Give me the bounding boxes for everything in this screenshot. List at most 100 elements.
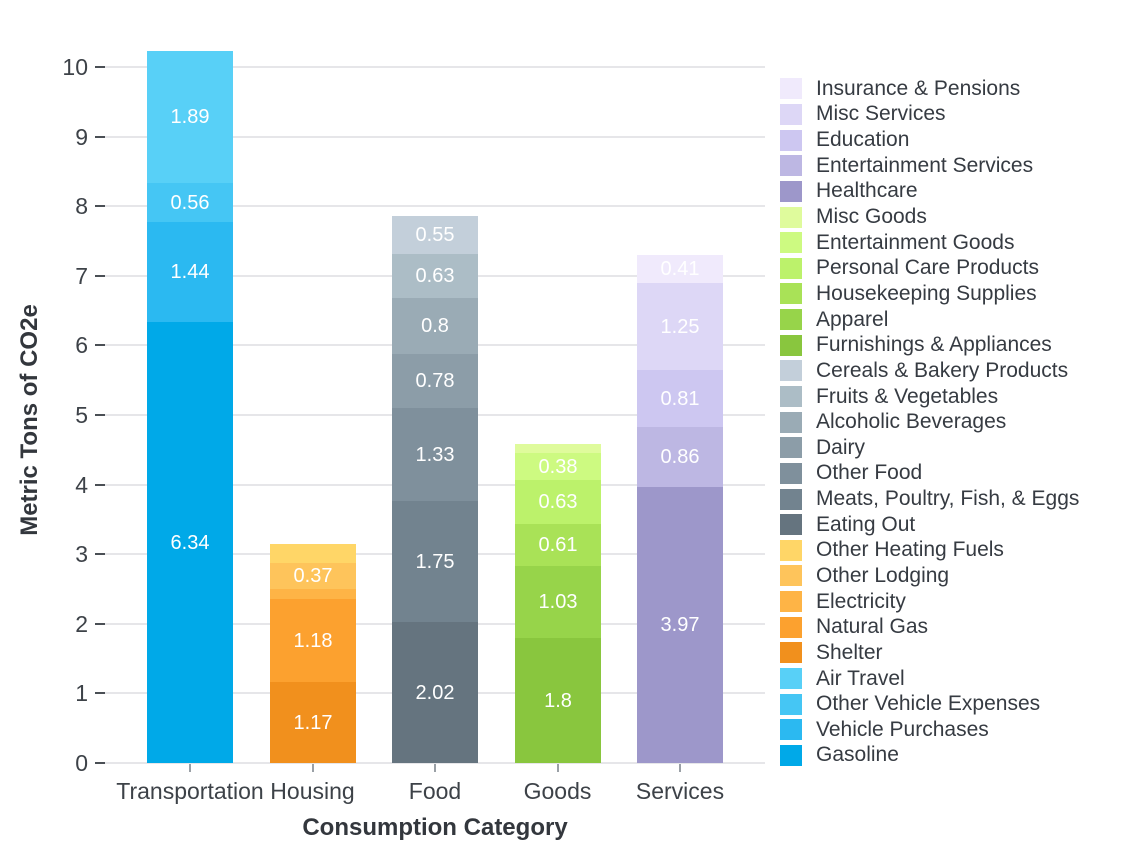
legend-label: Gasoline bbox=[816, 743, 899, 767]
legend-item[interactable]: Meats, Poultry, Fish, & Eggs bbox=[780, 486, 1079, 512]
legend-item[interactable]: Entertainment Services bbox=[780, 153, 1079, 179]
bar-value-label: 1.25 bbox=[660, 315, 700, 338]
legend-label: Cereals & Bakery Products bbox=[816, 358, 1069, 382]
legend-label: Other Lodging bbox=[816, 563, 950, 587]
bar-segment[interactable]: 0.55 bbox=[392, 216, 478, 254]
legend-item[interactable]: Insurance & Pensions bbox=[780, 76, 1079, 102]
y-tick-label: 0 bbox=[75, 750, 88, 776]
legend-item[interactable]: Other Food bbox=[780, 461, 1079, 487]
legend-item[interactable]: Apparel bbox=[780, 307, 1079, 333]
legend-label: Healthcare bbox=[816, 179, 918, 203]
legend-item[interactable]: Personal Care Products bbox=[780, 255, 1079, 281]
y-tick-label: 2 bbox=[75, 611, 88, 637]
y-tick-label: 4 bbox=[75, 472, 88, 498]
bar-segment[interactable]: 0.63 bbox=[515, 480, 601, 524]
bar-segment[interactable] bbox=[515, 444, 601, 453]
y-tick-mark bbox=[95, 484, 105, 486]
legend-item[interactable]: Gasoline bbox=[780, 743, 1079, 769]
legend-item[interactable]: Misc Services bbox=[780, 102, 1079, 128]
y-tick-mark bbox=[95, 623, 105, 625]
legend-item[interactable]: Dairy bbox=[780, 435, 1079, 461]
legend-swatch bbox=[780, 514, 802, 536]
y-tick-label: 6 bbox=[75, 332, 88, 358]
legend-swatch bbox=[780, 642, 802, 664]
legend-item[interactable]: Electricity bbox=[780, 589, 1079, 615]
legend-label: Misc Goods bbox=[816, 205, 927, 229]
bar-segment[interactable]: 1.75 bbox=[392, 501, 478, 622]
legend-item[interactable]: Education bbox=[780, 127, 1079, 153]
legend-item[interactable]: Air Travel bbox=[780, 666, 1079, 692]
legend-swatch bbox=[780, 360, 802, 382]
legend-label: Entertainment Services bbox=[816, 153, 1034, 177]
legend-label: Air Travel bbox=[816, 666, 905, 690]
legend: Insurance & Pensions Misc Services Educati… bbox=[780, 76, 1079, 768]
y-tick-mark bbox=[95, 136, 105, 138]
legend-item[interactable]: Other Heating Fuels bbox=[780, 538, 1079, 564]
bar-segment[interactable]: 6.34 bbox=[147, 322, 233, 763]
legend-label: Eating Out bbox=[816, 512, 916, 536]
bar-segment[interactable]: 0.56 bbox=[147, 183, 233, 222]
bar-segment[interactable] bbox=[270, 544, 356, 563]
y-tick-label: 10 bbox=[62, 54, 88, 80]
bar-value-label: 0.56 bbox=[170, 191, 210, 214]
bar-value-label: 0.55 bbox=[415, 224, 455, 246]
y-tick-label: 5 bbox=[75, 402, 88, 428]
bar-value-label: 1.75 bbox=[415, 550, 455, 573]
bar-segment[interactable]: 0.78 bbox=[392, 354, 478, 408]
legend-item[interactable]: Other Lodging bbox=[780, 563, 1079, 589]
bar-segment[interactable]: 1.03 bbox=[515, 566, 601, 638]
legend-item[interactable]: Misc Goods bbox=[780, 204, 1079, 230]
x-tick-label: Transportation bbox=[116, 778, 264, 804]
bar-segment[interactable]: 1.44 bbox=[147, 222, 233, 322]
legend-swatch bbox=[780, 616, 802, 638]
legend-item[interactable]: Vehicle Purchases bbox=[780, 717, 1079, 743]
y-tick-mark bbox=[95, 66, 105, 68]
bar-value-label: 0.63 bbox=[415, 265, 455, 287]
legend-label: Alcoholic Beverages bbox=[816, 410, 1007, 434]
bar-segment[interactable]: 0.61 bbox=[515, 524, 601, 566]
legend-swatch bbox=[780, 103, 802, 125]
y-tick-mark bbox=[95, 205, 105, 207]
legend-swatch bbox=[780, 437, 802, 459]
bar-value-label: 1.44 bbox=[170, 261, 210, 283]
legend-item[interactable]: Entertainment Goods bbox=[780, 230, 1079, 256]
bar-segment[interactable]: 1.25 bbox=[637, 283, 723, 370]
bar-segment[interactable]: 0.8 bbox=[392, 298, 478, 354]
bar-segment[interactable]: 1.8 bbox=[515, 638, 601, 763]
bar-segment[interactable]: 0.38 bbox=[515, 453, 601, 480]
legend-item[interactable]: Housekeeping Supplies bbox=[780, 281, 1079, 307]
legend-item[interactable]: Eating Out bbox=[780, 512, 1079, 538]
bar-segment[interactable]: 1.33 bbox=[392, 408, 478, 501]
legend-item[interactable]: Cereals & Bakery Products bbox=[780, 358, 1079, 384]
x-axis-title: Consumption Category bbox=[302, 814, 568, 841]
gridline bbox=[105, 136, 765, 138]
bar-segment[interactable]: 0.86 bbox=[637, 427, 723, 487]
bar-segment[interactable]: 1.17 bbox=[270, 682, 356, 763]
legend-label: Other Vehicle Expenses bbox=[816, 692, 1041, 716]
legend-item[interactable]: Fruits & Vegetables bbox=[780, 384, 1079, 410]
bar-segment[interactable] bbox=[270, 589, 356, 599]
bar-segment[interactable]: 0.81 bbox=[637, 370, 723, 427]
bar-segment[interactable]: 3.97 bbox=[637, 487, 723, 763]
legend-item[interactable]: Shelter bbox=[780, 640, 1079, 666]
bar-value-label: 0.38 bbox=[538, 455, 578, 478]
x-tick-mark bbox=[311, 764, 314, 772]
bar-segment[interactable]: 0.37 bbox=[270, 563, 356, 589]
bar-segment[interactable]: 2.02 bbox=[392, 622, 478, 763]
legend-swatch bbox=[780, 155, 802, 177]
bar-value-label: 0.61 bbox=[538, 534, 578, 556]
bar-segment[interactable]: 0.63 bbox=[392, 254, 478, 298]
legend-item[interactable]: Healthcare bbox=[780, 179, 1079, 205]
legend-item[interactable]: Alcoholic Beverages bbox=[780, 409, 1079, 435]
bar-value-label: 3.97 bbox=[660, 614, 700, 636]
legend-item[interactable]: Furnishings & Appliances bbox=[780, 332, 1079, 358]
legend-swatch bbox=[780, 719, 802, 741]
legend-label: Misc Services bbox=[816, 102, 946, 126]
bar-segment[interactable]: 1.89 bbox=[147, 51, 233, 183]
legend-swatch bbox=[780, 565, 802, 587]
bar-segment[interactable]: 0.41 bbox=[637, 255, 723, 283]
legend-item[interactable]: Other Vehicle Expenses bbox=[780, 691, 1079, 717]
x-tick-mark bbox=[679, 764, 681, 772]
legend-item[interactable]: Natural Gas bbox=[780, 614, 1079, 640]
bar-segment[interactable]: 1.18 bbox=[270, 599, 356, 682]
